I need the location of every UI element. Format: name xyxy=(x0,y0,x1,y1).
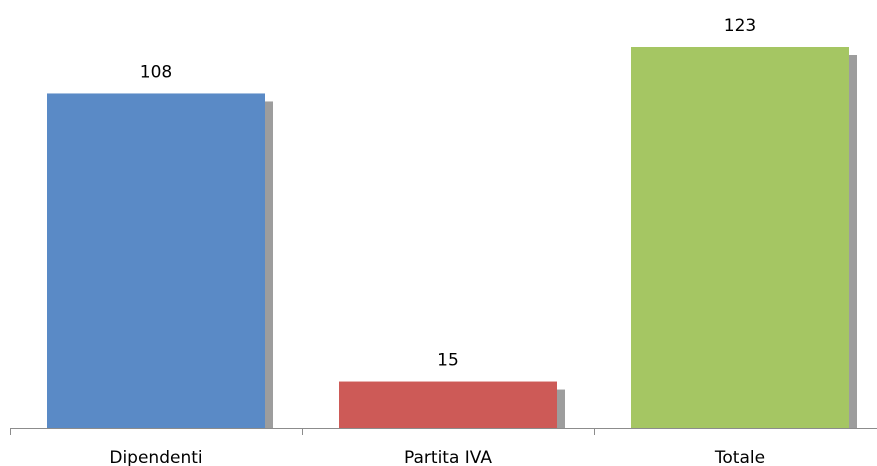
bars xyxy=(47,47,849,429)
data-labels: 108 15 123 xyxy=(140,16,756,371)
bar-dipendenti xyxy=(47,93,265,429)
tick-label: Dipendenti xyxy=(109,448,202,466)
data-label: 15 xyxy=(437,351,459,371)
bar-partita-iva xyxy=(339,381,557,428)
x-axis xyxy=(10,428,877,435)
data-label: 123 xyxy=(724,16,756,36)
data-label: 108 xyxy=(140,62,172,82)
category-labels: Dipendenti Partita IVA Totale xyxy=(109,448,765,466)
bar-totale xyxy=(631,47,849,428)
tick-label: Totale xyxy=(714,448,765,466)
tick-label: Partita IVA xyxy=(404,448,492,466)
